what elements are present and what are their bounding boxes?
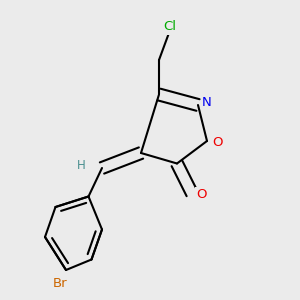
Text: O: O [196,188,207,202]
Text: Cl: Cl [163,20,176,34]
Text: O: O [212,136,223,149]
Text: Br: Br [53,277,67,290]
Text: N: N [202,95,212,109]
Text: H: H [76,159,85,172]
